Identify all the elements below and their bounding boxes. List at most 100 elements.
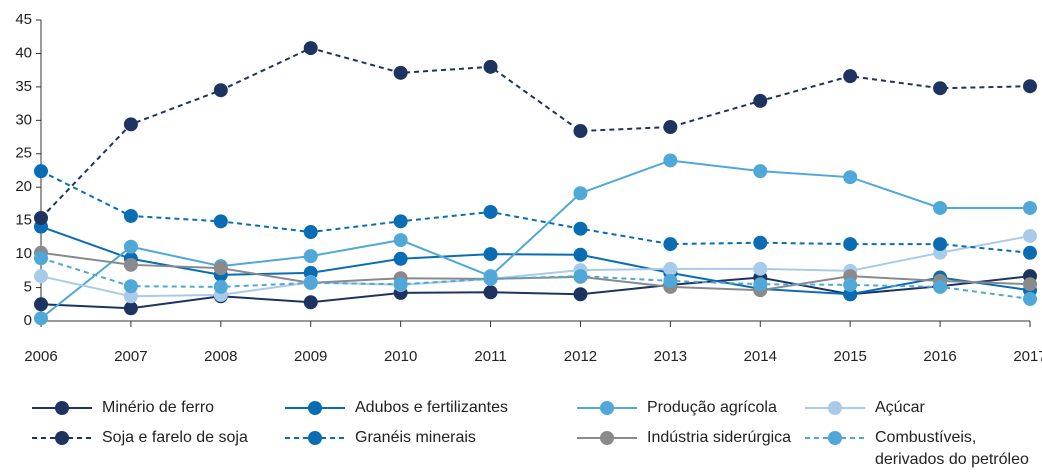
legend-marker	[285, 431, 345, 445]
y-tick-label: 30	[15, 111, 32, 128]
data-point	[123, 208, 138, 223]
series-line	[40, 225, 1031, 296]
data-point	[573, 186, 588, 201]
data-point	[1023, 277, 1037, 292]
data-point	[663, 237, 678, 252]
legend-label: Granéis minerais	[355, 429, 476, 446]
data-point	[34, 251, 48, 266]
legend-marker	[32, 431, 92, 445]
data-point	[303, 275, 318, 290]
plot-area: 0 5 10 15 20 25 30 35 40 45 2006 2007 2008 2009 2010 20…	[15, 11, 1042, 365]
data-point	[573, 221, 588, 236]
data-point	[573, 269, 588, 284]
legend-item: Indústria siderúrgica	[575, 427, 791, 449]
legend-label: Adubos e fertilizantes	[355, 399, 508, 416]
legend-label: Açúcar	[875, 399, 925, 416]
data-point	[123, 257, 138, 272]
data-point	[843, 237, 858, 252]
legend-dot	[308, 401, 322, 415]
legend-item: Combustíveis, derivados do petróleo e ál…	[803, 427, 1033, 473]
y-tick-label: 10	[15, 245, 32, 262]
legend-dot	[600, 431, 614, 445]
y-tick-label: 35	[15, 78, 32, 95]
data-point	[573, 124, 588, 139]
legend-marker	[32, 401, 92, 415]
data-point	[123, 301, 138, 316]
data-point	[663, 120, 678, 135]
legend-item: Minério de ferro	[30, 397, 214, 419]
series-line	[40, 47, 1031, 219]
legend-label: Soja e farelo de soja	[102, 429, 248, 446]
legend-dot	[55, 401, 69, 415]
data-point	[933, 200, 948, 215]
data-point	[213, 83, 228, 98]
data-point	[663, 153, 678, 168]
x-tick-label: 2017	[1013, 348, 1042, 365]
legend-marker	[285, 401, 345, 415]
data-point	[393, 251, 408, 266]
legend-marker	[805, 431, 865, 445]
legend-label: Combustíveis, derivados do petróleo e ál…	[875, 429, 1029, 468]
series-line	[40, 235, 1031, 298]
data-point	[933, 237, 948, 252]
legend-item: Açúcar	[803, 397, 1033, 419]
data-point	[753, 277, 768, 292]
data-point	[393, 233, 408, 248]
data-point	[303, 295, 318, 310]
legend-item: Adubos e fertilizantes	[283, 397, 508, 419]
data-point	[753, 93, 768, 108]
legend-label: Indústria siderúrgica	[647, 429, 792, 446]
data-point	[753, 261, 768, 276]
data-point	[213, 279, 228, 294]
x-tick-label: 2016	[923, 348, 956, 365]
y-tick-label: 20	[15, 178, 32, 195]
series-line	[40, 159, 1030, 320]
y-tick-label: 45	[15, 11, 32, 28]
legend-item: Produção agrícola	[575, 397, 777, 419]
x-tick-label: 2007	[114, 348, 147, 365]
series-line	[40, 170, 1031, 254]
data-point	[483, 59, 498, 74]
data-point	[573, 247, 588, 262]
x-tick-label: 2013	[654, 348, 687, 365]
data-point	[843, 69, 858, 84]
legend-dot	[308, 431, 322, 445]
y-tick-label: 25	[15, 145, 32, 162]
data-point	[483, 285, 498, 300]
data-point	[1023, 79, 1037, 94]
data-point	[573, 287, 588, 302]
data-point	[213, 214, 228, 229]
series-line	[40, 275, 1031, 310]
data-point	[303, 225, 318, 240]
data-point	[933, 81, 948, 96]
legend-dot	[828, 431, 842, 445]
y-tick-label: 0	[24, 312, 32, 329]
legend-dot	[55, 431, 69, 445]
data-point	[34, 210, 48, 225]
data-point	[1023, 245, 1037, 260]
data-point	[483, 247, 498, 262]
data-point	[393, 277, 408, 292]
legend-dot	[828, 401, 842, 415]
x-tick-label: 2011	[474, 348, 506, 365]
data-point	[843, 277, 858, 292]
series-line	[40, 257, 1031, 300]
data-point	[34, 269, 48, 284]
x-tick-label: 2015	[833, 348, 866, 365]
y-tick-label: 15	[15, 212, 32, 229]
legend-label: Minério de ferro	[102, 399, 215, 416]
data-point	[843, 170, 858, 185]
data-point	[1023, 229, 1037, 244]
x-tick-label: 2008	[204, 348, 237, 365]
legend-item: Soja e farelo de soja	[30, 427, 248, 449]
x-tick-label: 2010	[384, 348, 417, 365]
data-point	[123, 117, 138, 132]
data-point	[1023, 291, 1037, 306]
data-point	[303, 249, 318, 264]
x-tick-label: 2014	[744, 348, 777, 365]
data-point	[663, 273, 678, 288]
data-point	[753, 164, 768, 179]
legend-marker	[577, 401, 637, 415]
data-point	[34, 164, 48, 179]
